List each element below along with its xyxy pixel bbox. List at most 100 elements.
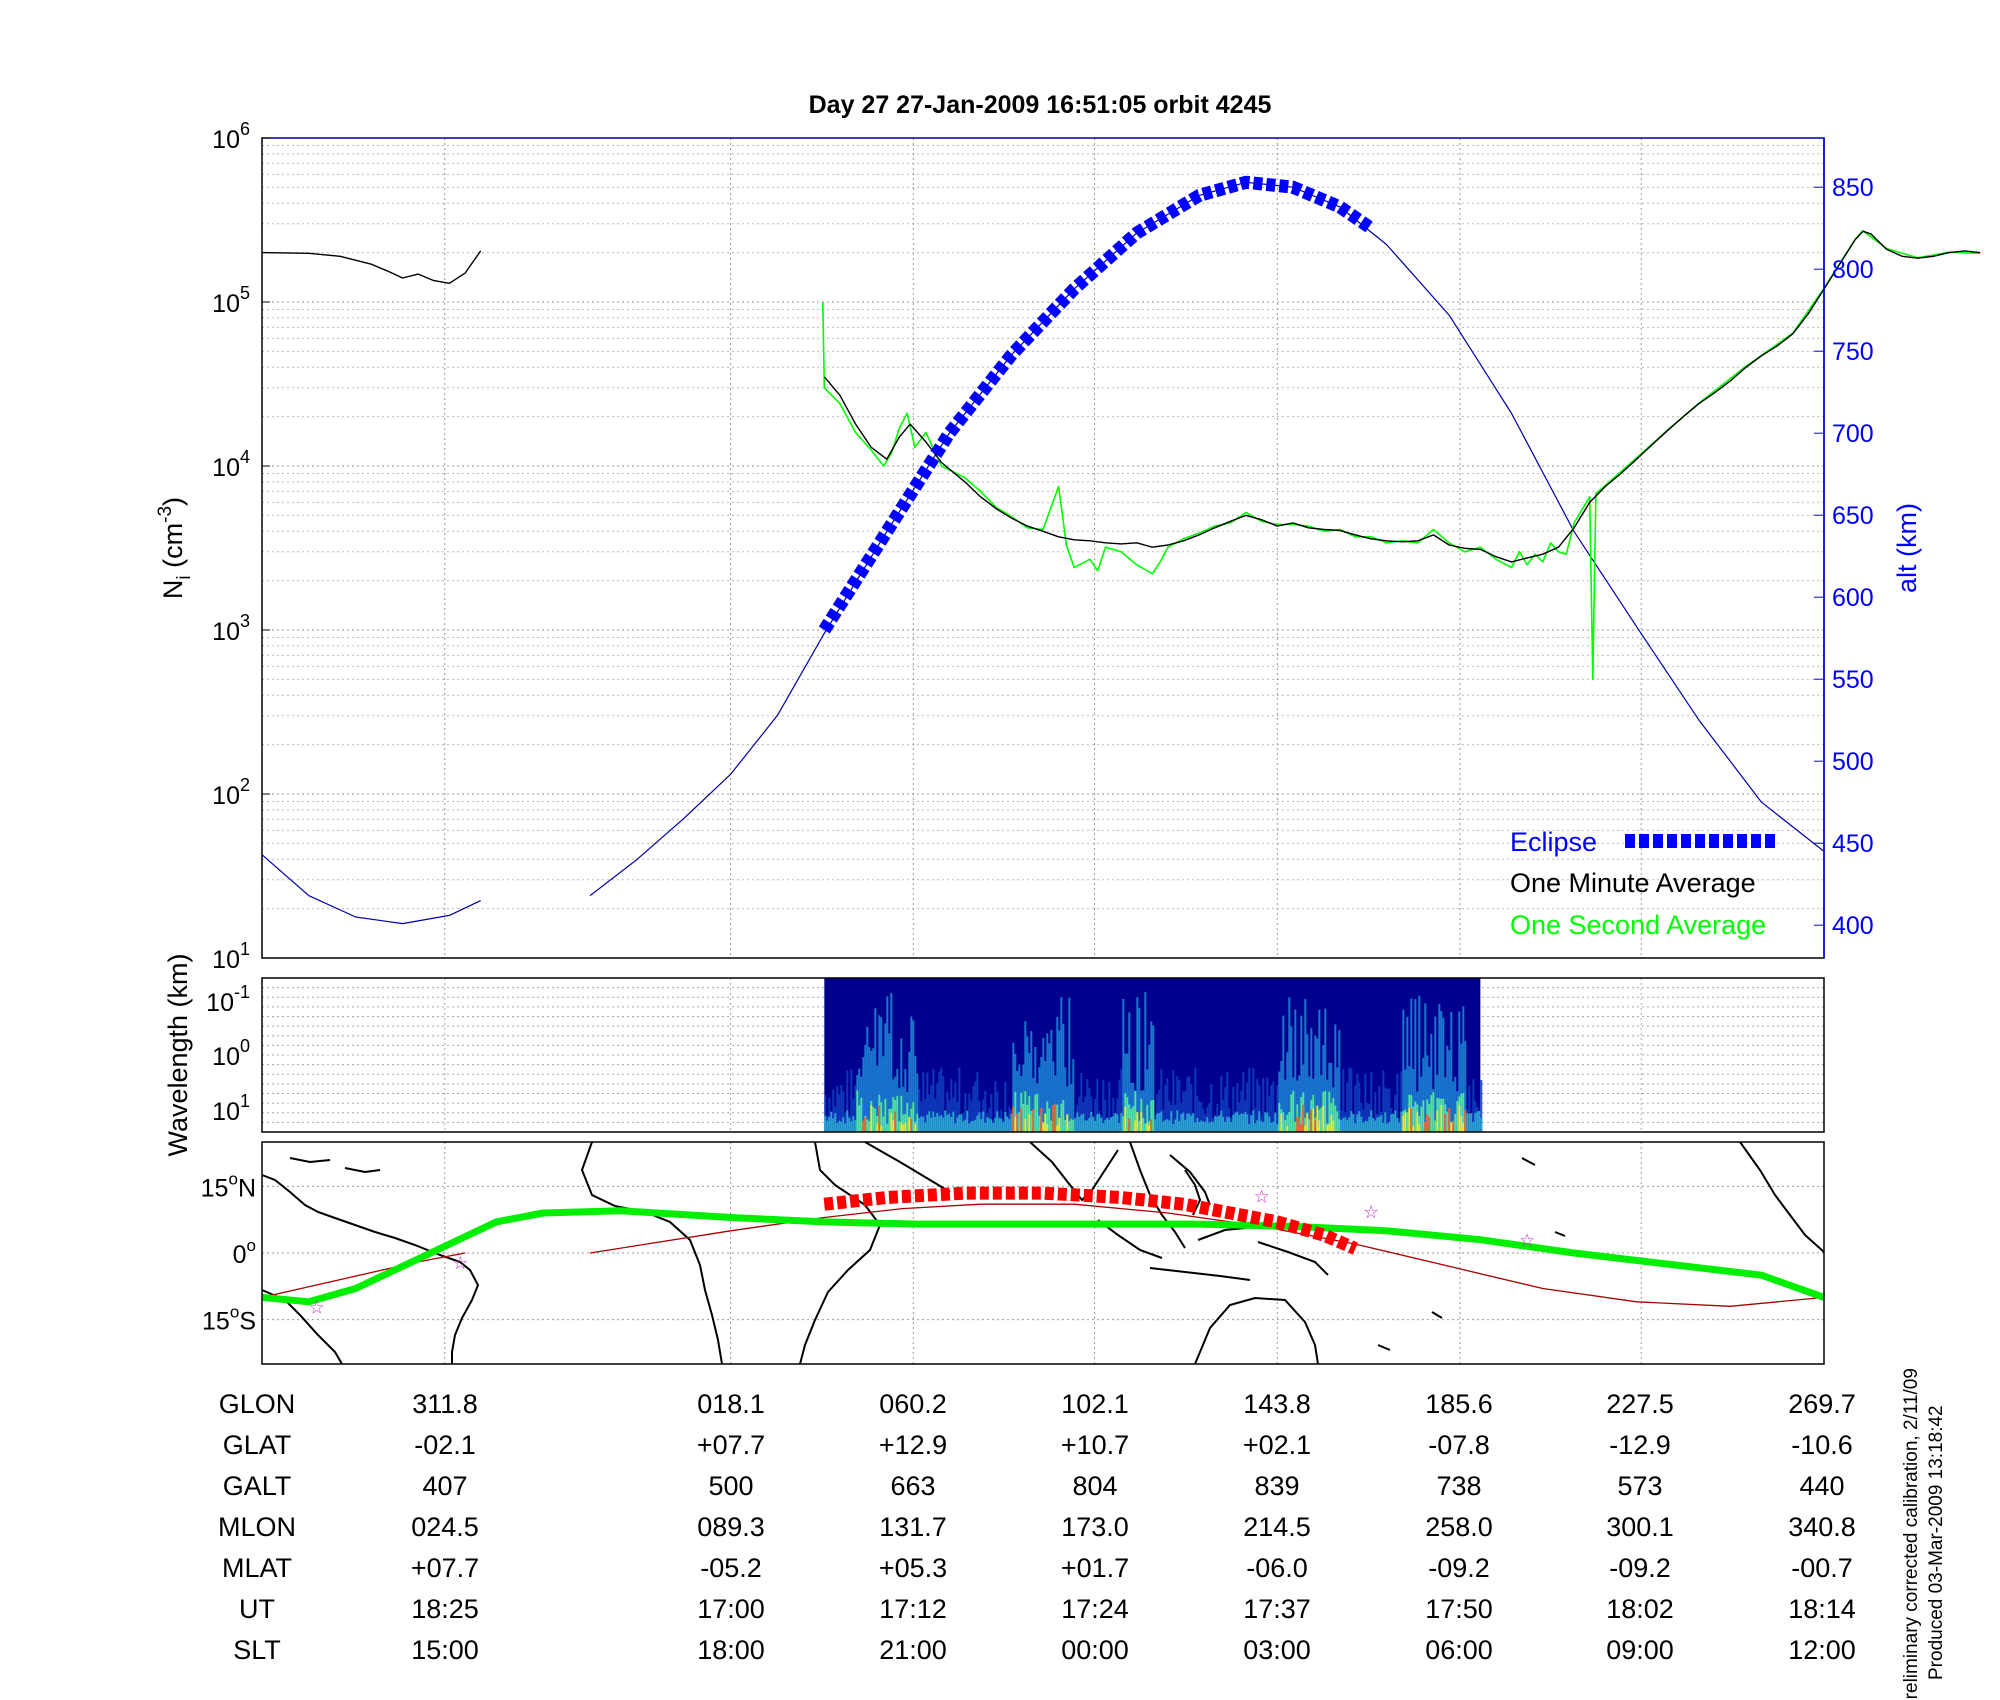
spectrogram-column <box>954 1082 957 1132</box>
spectrogram-column <box>1182 1091 1185 1132</box>
spectrogram-low-band <box>1216 1116 1219 1132</box>
spectrogram-low-band <box>1238 1114 1241 1132</box>
spectrogram-column <box>1330 1063 1333 1132</box>
spectrogram-column <box>1160 1068 1163 1132</box>
spectrogram-column <box>1410 998 1413 1132</box>
spectrogram-low-band <box>832 1118 835 1132</box>
spectrogram-low-band <box>1242 1113 1245 1132</box>
spectrogram-column <box>842 1091 845 1132</box>
spectrogram-low-band <box>846 1110 849 1132</box>
spectrogram-low-band <box>1026 1104 1029 1132</box>
orbit-table-cell: 18:25 <box>411 1594 479 1624</box>
spectrogram-low-band <box>974 1119 977 1132</box>
spectrogram-hot-band <box>1426 1114 1429 1132</box>
spectrogram-column <box>1048 1043 1051 1132</box>
spectrogram-low-band <box>1218 1115 1221 1132</box>
spectrogram-low-band <box>1362 1122 1365 1132</box>
spectrogram-low-band <box>1162 1121 1165 1132</box>
spectrogram-low-band <box>1304 1117 1307 1132</box>
spectrogram-low-band <box>1206 1117 1209 1132</box>
orbit-table-cell: 018.1 <box>697 1389 765 1419</box>
spectrogram-low-band <box>1014 1091 1017 1132</box>
spectrogram-low-band <box>886 1123 889 1132</box>
spectrogram-hot-band <box>1436 1110 1439 1132</box>
spectrogram-y-label: Wavelength (km) <box>163 953 193 1156</box>
spectrogram-column <box>1172 1069 1175 1132</box>
altitude-ticks: 400 450 500 550 600 650 700 750 800 850 <box>1814 174 1874 940</box>
spectrogram-low-band <box>972 1120 975 1132</box>
spectrogram-low-band <box>1356 1114 1359 1132</box>
spectrogram-column <box>1308 1076 1311 1132</box>
spectrogram-low-band <box>1276 1123 1279 1132</box>
spectrogram-column <box>898 1088 901 1132</box>
spectrogram-hot-band <box>1306 1113 1309 1132</box>
orbit-table-cell: 18:14 <box>1788 1594 1856 1624</box>
spectrogram-low-band <box>1098 1113 1101 1132</box>
spectrogram-hot-band <box>910 1118 913 1132</box>
orbit-table-row-label: MLON <box>218 1512 296 1542</box>
one-minute-average-line <box>261 250 482 284</box>
spectrogram-low-band <box>830 1111 833 1132</box>
spectrogram-column <box>918 1088 921 1132</box>
spectrogram-hot-band <box>1312 1108 1315 1132</box>
spectrogram-low-band <box>1282 1112 1285 1132</box>
spectrogram-column <box>1038 1067 1041 1132</box>
spectrogram-low-band <box>926 1114 929 1132</box>
spectrogram-column <box>884 1023 887 1132</box>
orbit-table-cell: +01.7 <box>1061 1553 1129 1583</box>
station-star-icon: ☆ <box>1254 1186 1270 1207</box>
spectrogram-low-band <box>1198 1121 1201 1132</box>
spectrogram-column <box>1286 1052 1289 1132</box>
spectrogram-low-band <box>1170 1111 1173 1132</box>
spectrogram-low-band <box>1072 1120 1075 1132</box>
spectrogram-low-band <box>1186 1113 1189 1132</box>
spectrogram-column <box>940 1067 943 1132</box>
spectrogram-column <box>1458 1011 1461 1132</box>
spectrogram-column <box>874 1008 877 1132</box>
spectrogram-column <box>1152 1025 1155 1132</box>
spectrogram-column <box>1198 1101 1201 1132</box>
spectrogram-hot-band <box>894 1111 897 1132</box>
spectrogram-low-band <box>1078 1116 1081 1132</box>
spectrogram-column <box>852 1098 855 1132</box>
spectrogram-column <box>1078 1096 1081 1132</box>
spectrogram-column <box>1320 1074 1323 1132</box>
spectrogram-low-band <box>1090 1111 1093 1132</box>
spectrogram-low-band <box>1036 1093 1039 1132</box>
spectrogram-low-band <box>968 1123 971 1132</box>
spectrogram-hot-band <box>890 1113 893 1132</box>
spectrogram-column <box>1068 997 1071 1132</box>
spectrogram-column <box>1108 1082 1111 1132</box>
spectrogram-column <box>1314 1035 1317 1132</box>
spectrogram-hot-band <box>1314 1119 1317 1132</box>
spectrogram-low-band <box>1294 1121 1297 1132</box>
spectrogram-hot-band <box>892 1120 895 1132</box>
spectrogram-column <box>1406 1016 1409 1132</box>
spectrogram-column <box>1298 1075 1301 1132</box>
orbit-table-cell: -05.2 <box>700 1553 762 1583</box>
spectrogram-column <box>958 1067 961 1132</box>
spectrogram-column <box>1334 1024 1337 1132</box>
orbit-table-cell: +07.7 <box>697 1430 765 1460</box>
density-y-tick-label: 103 <box>212 611 250 646</box>
spectrogram-column <box>1402 1009 1405 1132</box>
spectrogram-column <box>1342 1069 1345 1132</box>
altitude-line <box>261 854 481 925</box>
spectrogram-hot-band <box>1286 1125 1289 1132</box>
orbit-table-cell: -06.0 <box>1246 1553 1308 1583</box>
spectrogram-low-band <box>1002 1122 1005 1132</box>
spectrogram-column <box>1052 1061 1055 1132</box>
spectrogram-low-band <box>1354 1123 1357 1132</box>
spectrogram-column <box>1386 1088 1389 1132</box>
spectrogram-low-band <box>1474 1112 1477 1132</box>
spectrogram-low-band <box>1118 1122 1121 1132</box>
spectrogram-low-band <box>868 1120 871 1132</box>
orbit-table-cell: -10.6 <box>1791 1430 1853 1460</box>
spectrogram-low-band <box>836 1122 839 1132</box>
spectrogram-hot-band <box>1402 1115 1405 1132</box>
coast-africa <box>580 1141 723 1365</box>
map-y-tick-dir: N <box>238 1174 256 1202</box>
orbit-table-cell: 102.1 <box>1061 1389 1129 1419</box>
eclipse-line <box>818 175 1375 634</box>
spectrogram-column <box>1434 1016 1437 1132</box>
